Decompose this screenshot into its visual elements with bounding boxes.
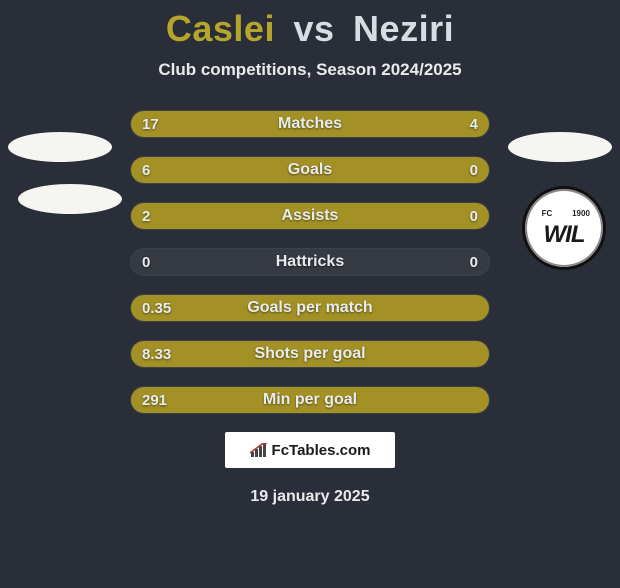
stat-row: Min per goal291 xyxy=(130,386,490,414)
stat-value-left: 8.33 xyxy=(142,340,171,368)
brand-text: FcTables.com xyxy=(272,442,371,459)
stat-row: Goals per match0.35 xyxy=(130,294,490,322)
stat-value-left: 291 xyxy=(142,386,167,414)
stat-row: Assists2 0 xyxy=(130,202,490,230)
title-vs: vs xyxy=(293,8,334,49)
stat-value-left: 0 xyxy=(142,248,150,276)
page-title: Caslei vs Neziri xyxy=(0,8,620,50)
stat-value-right: 0 xyxy=(470,248,478,276)
stat-row: Shots per goal8.33 xyxy=(130,340,490,368)
stat-label: Goals xyxy=(130,156,490,184)
stat-value-left: 17 xyxy=(142,110,159,138)
subtitle: Club competitions, Season 2024/2025 xyxy=(0,60,620,80)
stat-label: Min per goal xyxy=(130,386,490,414)
stat-label: Goals per match xyxy=(130,294,490,322)
date: 19 january 2025 xyxy=(0,488,620,506)
brand-box: FcTables.com xyxy=(225,432,395,468)
stat-value-left: 6 xyxy=(142,156,150,184)
stat-value-right: 0 xyxy=(470,156,478,184)
stat-label: Hattricks xyxy=(130,248,490,276)
stat-row: Goals6 0 xyxy=(130,156,490,184)
stat-label: Assists xyxy=(130,202,490,230)
stat-row: Hattricks0 0 xyxy=(130,248,490,276)
stat-value-left: 2 xyxy=(142,202,150,230)
chart-icon xyxy=(250,443,268,457)
stat-value-left: 0.35 xyxy=(142,294,171,322)
stat-label: Shots per goal xyxy=(130,340,490,368)
stat-label: Matches xyxy=(130,110,490,138)
stats-area: Matches174Goals60Assists20Hattricks00Goa… xyxy=(0,110,620,414)
stat-value-right: 0 xyxy=(470,202,478,230)
stat-value-right: 4 xyxy=(470,110,478,138)
stat-row: Matches17 4 xyxy=(130,110,490,138)
title-left: Caslei xyxy=(166,8,275,49)
title-right: Neziri xyxy=(353,8,454,49)
